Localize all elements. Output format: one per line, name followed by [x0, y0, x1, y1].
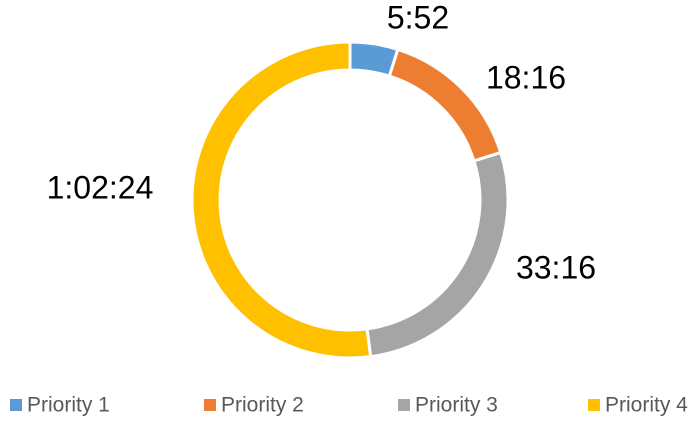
donut-segment [190, 40, 373, 360]
data-label: 5:52 [387, 0, 449, 35]
legend-label: Priority 4 [605, 394, 688, 417]
legend-swatch [588, 399, 600, 411]
data-label: 1:02:24 [47, 169, 154, 205]
donut-segment [387, 47, 503, 163]
legend-label: Priority 2 [221, 394, 304, 417]
data-label: 18:16 [486, 59, 566, 95]
data-label: 33:16 [516, 249, 596, 285]
legend-swatch [204, 399, 216, 411]
legend-label: Priority 1 [27, 394, 110, 417]
legend-swatch [10, 399, 22, 411]
legend-swatch [398, 399, 410, 411]
donut-segment [365, 150, 510, 359]
legend-label: Priority 3 [415, 394, 498, 417]
